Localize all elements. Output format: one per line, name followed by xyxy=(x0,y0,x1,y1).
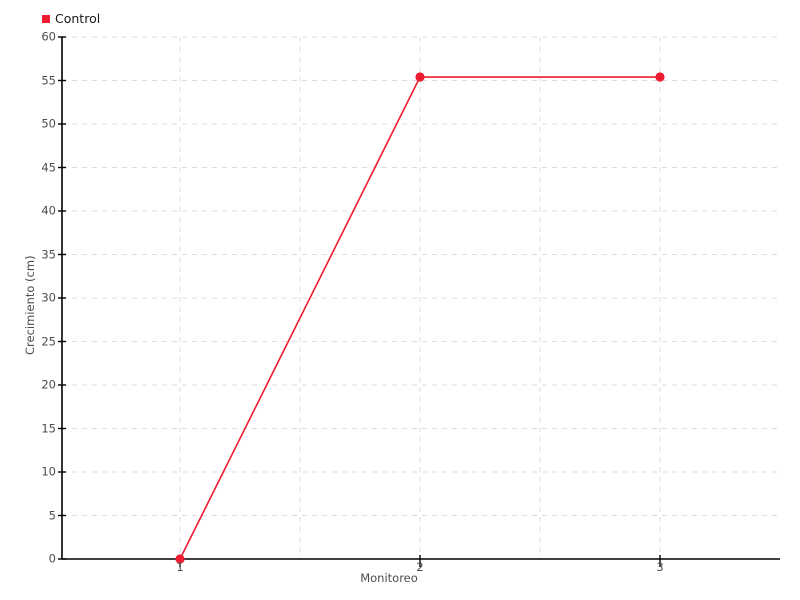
y-axis-title: Crecimiento (cm) xyxy=(23,255,37,355)
y-axis-tick-label: 20 xyxy=(41,377,56,392)
y-axis-title-text: Crecimiento (cm) xyxy=(23,255,37,355)
x-axis-tick-label: 1 xyxy=(176,560,184,574)
y-axis-tick-labels: 0 5 10 15 20 25 30 35 40 45 50 55 60 xyxy=(24,0,56,600)
x-axis-title-text: Monitoreo xyxy=(360,571,418,585)
data-point-marker xyxy=(415,72,425,82)
y-axis-tick-label: 15 xyxy=(41,420,56,435)
y-axis-tick-label: 10 xyxy=(41,464,56,479)
y-axis-tick-label: 25 xyxy=(41,333,56,348)
y-axis-ticks xyxy=(58,36,66,560)
data-point-marker xyxy=(655,72,665,82)
y-axis-tick-label: 55 xyxy=(41,72,56,87)
y-axis-tick-label: 45 xyxy=(41,159,56,174)
y-axis-tick-label: 50 xyxy=(41,116,56,131)
horizontal-gridlines xyxy=(62,36,780,560)
chart-legend: Control xyxy=(42,11,100,27)
legend-marker-control xyxy=(42,15,50,23)
legend-label-control: Control xyxy=(55,10,101,26)
y-axis-tick-label: 30 xyxy=(41,290,56,305)
y-axis-tick-label: 60 xyxy=(41,29,56,44)
vertical-gridlines xyxy=(179,37,661,559)
data-point-marker xyxy=(175,554,185,564)
series-markers xyxy=(175,72,665,564)
x-axis-title: Monitoreo xyxy=(0,571,800,585)
y-axis-tick-label: 0 xyxy=(48,551,56,566)
y-axis-tick-label: 40 xyxy=(41,203,56,218)
x-axis-tick-labels: 1 2 3 xyxy=(0,560,800,578)
y-axis-tick-label: 35 xyxy=(41,246,56,261)
x-axis-tick-label: 3 xyxy=(656,560,664,574)
x-axis-tick-label: 2 xyxy=(416,560,424,574)
y-axis-tick-label: 5 xyxy=(48,507,56,522)
